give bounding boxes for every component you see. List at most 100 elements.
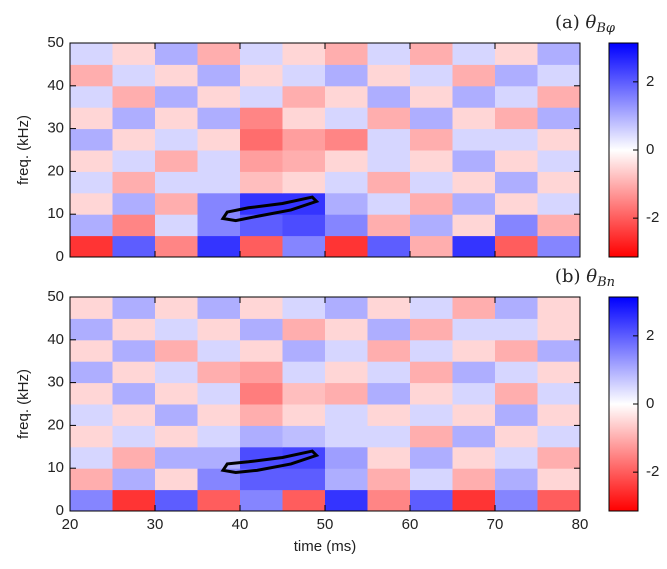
colorbar-tick-label: 0 — [646, 395, 654, 412]
heat-cell — [112, 171, 156, 194]
heat-cell — [155, 318, 198, 341]
heat-cell — [282, 404, 326, 426]
heat-cell — [197, 107, 241, 130]
heat-cell — [410, 361, 453, 384]
heat-cell — [155, 446, 198, 469]
colorbar-tick-label: 0 — [646, 141, 654, 158]
heat-cell — [112, 489, 156, 511]
y-tick-label: 20 — [47, 416, 64, 433]
heat-cell — [495, 404, 538, 426]
heat-cell — [410, 192, 453, 215]
heat-cell — [70, 468, 113, 491]
heat-cell — [325, 489, 368, 511]
heatmap — [70, 297, 580, 511]
heat-cell — [537, 361, 580, 384]
heat-cell — [70, 297, 113, 319]
heat-cell — [325, 446, 368, 469]
heat-cell — [112, 425, 156, 448]
heat-cell — [410, 43, 453, 65]
heat-cell — [197, 297, 241, 319]
heat-cell — [495, 64, 538, 87]
heat-cell — [155, 150, 198, 172]
heat-cell — [325, 339, 368, 362]
heat-cell — [367, 171, 411, 194]
heat-cell — [240, 318, 283, 341]
heat-cell — [240, 214, 283, 237]
heat-cell — [155, 43, 198, 65]
heat-cell — [495, 382, 538, 405]
heat-cell — [112, 468, 156, 491]
heat-cell — [495, 150, 538, 172]
heat-cell — [537, 382, 580, 405]
y-tick-label: 30 — [47, 120, 64, 137]
panel-title: (a) θBφ — [555, 12, 616, 36]
contour — [220, 449, 320, 474]
heat-cell — [410, 425, 453, 448]
heat-cell — [70, 489, 113, 511]
heat-cell — [367, 318, 411, 341]
heat-cell — [537, 468, 580, 491]
heat-cell — [197, 43, 241, 65]
heat-cell — [367, 128, 411, 151]
heat-cell — [155, 404, 198, 426]
heat-cell — [70, 382, 113, 405]
heat-cell — [325, 150, 368, 172]
heat-cell — [452, 128, 496, 151]
contour — [220, 195, 320, 223]
y-tick-label: 10 — [47, 459, 64, 476]
heat-cell — [112, 64, 156, 87]
heat-cell — [452, 339, 496, 362]
heat-cell — [70, 43, 113, 65]
heat-cell — [282, 214, 326, 237]
heat-cell — [325, 297, 368, 319]
colorbar-tick-label: -2 — [646, 209, 659, 226]
heat-cell — [70, 235, 113, 257]
panel-title: (b) θBn — [555, 266, 615, 290]
heat-cell — [155, 192, 198, 215]
heat-cell — [240, 235, 283, 257]
heat-cell — [325, 85, 368, 108]
heat-cell — [70, 361, 113, 384]
heat-cell — [537, 171, 580, 194]
heat-cell — [325, 214, 368, 237]
heat-cell — [537, 339, 580, 362]
heat-cell — [240, 192, 283, 215]
heat-cell — [452, 468, 496, 491]
heat-cell — [197, 404, 241, 426]
heat-cell — [495, 107, 538, 130]
heat-cell — [495, 318, 538, 341]
heat-cell — [240, 361, 283, 384]
heat-cell — [155, 107, 198, 130]
heat-cell — [325, 107, 368, 130]
heat-cell — [325, 43, 368, 65]
heat-cell — [282, 64, 326, 87]
heat-cell — [197, 361, 241, 384]
heat-cell — [410, 404, 453, 426]
heat-cell — [325, 382, 368, 405]
heat-cell — [452, 43, 496, 65]
heat-cell — [537, 43, 580, 65]
heat-cell — [112, 128, 156, 151]
heat-cell — [282, 85, 326, 108]
heat-cell — [495, 192, 538, 215]
heat-cell — [452, 446, 496, 469]
heat-cell — [495, 128, 538, 151]
heat-cell — [240, 128, 283, 151]
heat-cell — [410, 64, 453, 87]
heat-cell — [452, 489, 496, 511]
y-tick-label: 30 — [47, 374, 64, 391]
y-axis-label: freq. (kHz) — [15, 369, 32, 439]
heat-cell — [197, 318, 241, 341]
heat-cell — [112, 43, 156, 65]
colorbar-tick-label: -2 — [646, 463, 659, 480]
heat-cell — [452, 64, 496, 87]
heat-cell — [112, 107, 156, 130]
heat-cell — [197, 85, 241, 108]
heat-cell — [537, 404, 580, 426]
heat-cell — [240, 446, 283, 469]
heat-cell — [410, 150, 453, 172]
heat-cell — [452, 425, 496, 448]
heat-cell — [325, 468, 368, 491]
heat-cell — [537, 128, 580, 151]
heat-cell — [537, 425, 580, 448]
